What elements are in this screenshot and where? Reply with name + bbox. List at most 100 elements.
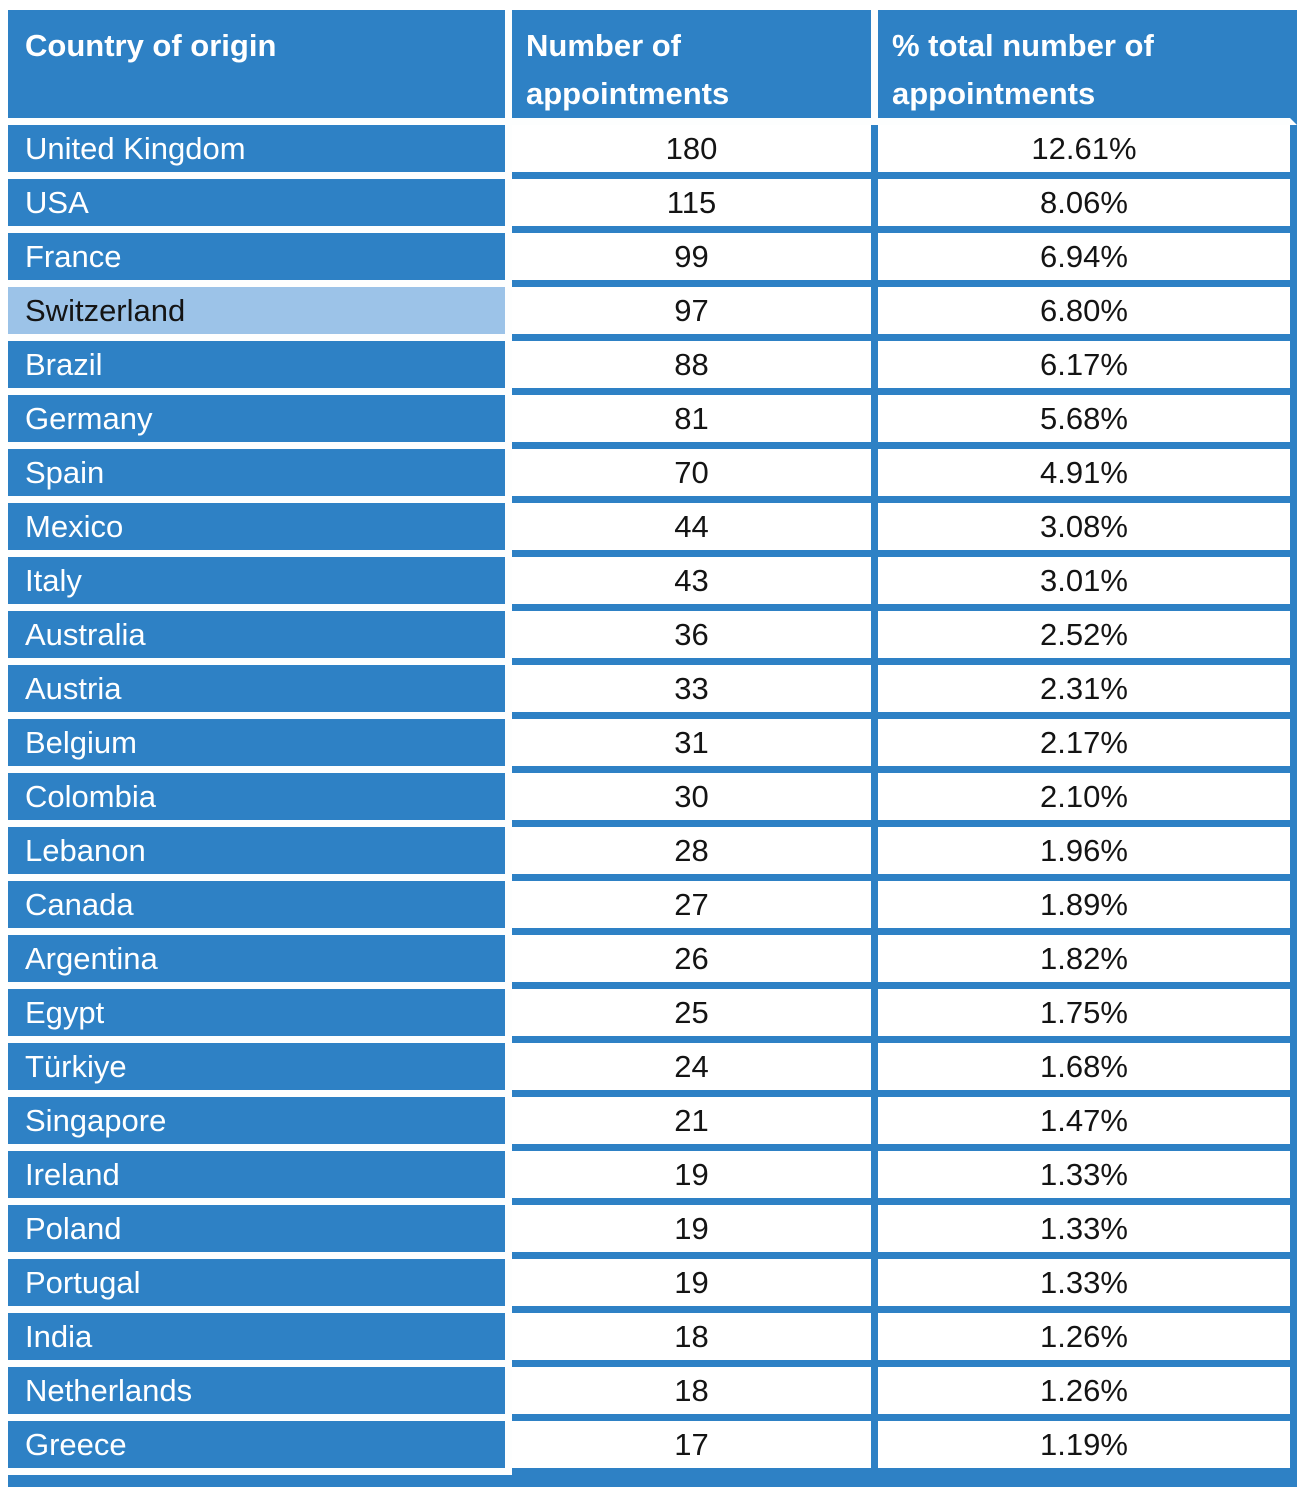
country-cell: United Kingdom [8,125,512,179]
appointments-count-cell: 17 [512,1421,878,1475]
percent-cell: 1.26% [878,1367,1297,1421]
country-cell: France [8,233,512,287]
country-cell: Ireland [8,1151,512,1205]
table-row: Italy 43 3.01% [8,557,1297,611]
table-row: Mexico 44 3.08% [8,503,1297,557]
table-row: Canada 27 1.89% [8,881,1297,935]
percent-cell: 1.47% [878,1097,1297,1151]
cropped-next-row [8,1475,1297,1487]
percent-cell: 1.33% [878,1151,1297,1205]
appointments-count-cell: 26 [512,935,878,989]
appointments-count-cell: 18 [512,1313,878,1367]
percent-cell: 2.10% [878,773,1297,827]
column-header-pct: % total number of appointments [878,10,1297,125]
percent-cell: 1.89% [878,881,1297,935]
percent-cell: 5.68% [878,395,1297,449]
country-cell: Argentina [8,935,512,989]
table-row: Greece 17 1.19% [8,1421,1297,1475]
table-row: Brazil 88 6.17% [8,341,1297,395]
appointments-count-cell: 81 [512,395,878,449]
percent-cell: 12.61% [878,125,1297,179]
table-row: Egypt 25 1.75% [8,989,1297,1043]
country-cell: Germany [8,395,512,449]
percent-cell: 1.26% [878,1313,1297,1367]
table-row: France 99 6.94% [8,233,1297,287]
percent-cell: 1.68% [878,1043,1297,1097]
table-row: Germany 81 5.68% [8,395,1297,449]
table-row: Singapore 21 1.47% [8,1097,1297,1151]
percent-cell: 1.96% [878,827,1297,881]
column-header-country: Country of origin [8,10,512,125]
table-row: Colombia 30 2.10% [8,773,1297,827]
appointments-count-cell: 19 [512,1205,878,1259]
percent-cell: 1.75% [878,989,1297,1043]
percent-cell: 1.82% [878,935,1297,989]
table-row: Argentina 26 1.82% [8,935,1297,989]
country-cell: Italy [8,557,512,611]
percent-cell: 1.33% [878,1205,1297,1259]
country-cell: Australia [8,611,512,665]
appointments-count-cell: 180 [512,125,878,179]
country-cell: Mexico [8,503,512,557]
table-row: USA 115 8.06% [8,179,1297,233]
percent-cell: 2.52% [878,611,1297,665]
table-row: India 18 1.26% [8,1313,1297,1367]
appointments-count-cell: 33 [512,665,878,719]
appointments-count-cell: 28 [512,827,878,881]
percent-cell: 6.80% [878,287,1297,341]
table-row: Ireland 19 1.33% [8,1151,1297,1205]
appointments-count-cell: 24 [512,1043,878,1097]
table-row: Australia 36 2.52% [8,611,1297,665]
table-row: Belgium 31 2.17% [8,719,1297,773]
percent-cell: 2.31% [878,665,1297,719]
appointments-count-cell: 97 [512,287,878,341]
country-cell: Canada [8,881,512,935]
appointments-count-cell: 30 [512,773,878,827]
country-cell: Portugal [8,1259,512,1313]
table-row: Netherlands 18 1.26% [8,1367,1297,1421]
country-cell-highlighted: Switzerland [8,287,512,341]
header-row: Country of origin Number of appointments%… [8,10,1297,125]
percent-cell: 1.19% [878,1421,1297,1475]
appointments-count-cell: 18 [512,1367,878,1421]
percent-cell: 3.08% [878,503,1297,557]
table-row: Lebanon 28 1.96% [8,827,1297,881]
table-row: Austria 33 2.31% [8,665,1297,719]
country-cell: Belgium [8,719,512,773]
country-cell: Austria [8,665,512,719]
column-header-appointments: Number of appointments [512,10,878,125]
appointments-count-cell: 43 [512,557,878,611]
country-cell: Netherlands [8,1367,512,1421]
appointments-table: Country of origin Number of appointments%… [8,10,1297,1475]
country-cell: Lebanon [8,827,512,881]
country-cell: Brazil [8,341,512,395]
table-row: Spain 70 4.91% [8,449,1297,503]
table-row: Switzerland 97 6.80% [8,287,1297,341]
table-body: United Kingdom 180 12.61% USA 115 8.06% France… [8,125,1297,1475]
percent-cell: 8.06% [878,179,1297,233]
appointments-count-cell: 25 [512,989,878,1043]
country-cell: Poland [8,1205,512,1259]
appointments-count-cell: 27 [512,881,878,935]
appointments-table-container: Country of origin Number of appointments%… [8,10,1297,1487]
table-row: Türkiye 24 1.68% [8,1043,1297,1097]
appointments-count-cell: 31 [512,719,878,773]
percent-cell: 6.94% [878,233,1297,287]
appointments-count-cell: 21 [512,1097,878,1151]
percent-cell: 6.17% [878,341,1297,395]
appointments-count-cell: 88 [512,341,878,395]
country-cell: Greece [8,1421,512,1475]
table-row: United Kingdom 180 12.61% [8,125,1297,179]
table-row: Portugal 19 1.33% [8,1259,1297,1313]
percent-cell: 2.17% [878,719,1297,773]
appointments-count-cell: 19 [512,1259,878,1313]
country-cell: Singapore [8,1097,512,1151]
appointments-count-cell: 115 [512,179,878,233]
country-cell: Egypt [8,989,512,1043]
country-cell: India [8,1313,512,1367]
percent-cell: 3.01% [878,557,1297,611]
appointments-count-cell: 19 [512,1151,878,1205]
country-cell: Spain [8,449,512,503]
appointments-count-cell: 70 [512,449,878,503]
percent-cell: 1.33% [878,1259,1297,1313]
